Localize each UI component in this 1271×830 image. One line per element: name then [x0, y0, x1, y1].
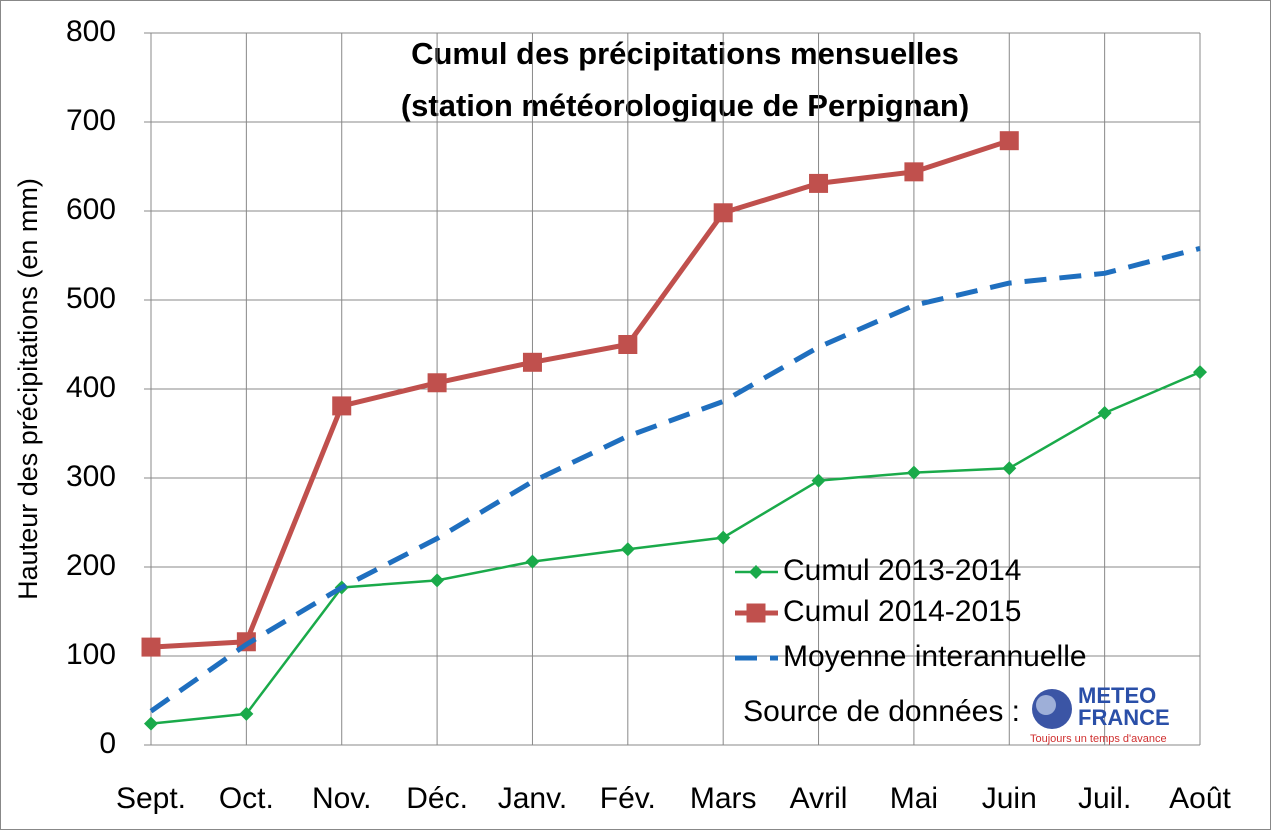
chart-title: Cumul des précipitations mensuelles — [411, 36, 959, 71]
x-tick-label: Déc. — [406, 782, 468, 815]
marker — [1097, 406, 1112, 421]
marker — [904, 162, 924, 182]
y-tick-label: 300 — [66, 460, 116, 493]
marker — [749, 565, 763, 579]
x-tick-label: Mai — [890, 782, 938, 815]
marker — [1002, 461, 1017, 476]
y-tick-label: 0 — [99, 727, 116, 760]
source-text: Source de données : — [743, 695, 1020, 728]
series-line — [149, 245, 1201, 714]
logo-text: FRANCE — [1078, 705, 1170, 730]
y-tick-label: 200 — [66, 549, 116, 582]
marker — [1193, 365, 1207, 380]
legend: Cumul 2013-2014 Cumul 2014-2015 Moyenne in… — [735, 554, 1087, 673]
marker — [999, 131, 1019, 151]
y-tick-label: 600 — [66, 193, 116, 226]
x-tick-label: Mars — [690, 782, 757, 815]
x-tick-label: Sept. — [116, 782, 186, 815]
y-tick-label: 700 — [66, 104, 116, 137]
x-tick-label: Oct. — [219, 782, 274, 815]
x-tick-label: Juil. — [1078, 782, 1131, 815]
chart-title: (station météorologique de Perpignan) — [401, 88, 969, 123]
logo-text: METEO — [1078, 683, 1156, 708]
marker — [141, 637, 161, 657]
marker — [522, 352, 542, 372]
marker — [239, 706, 254, 721]
x-tick-label: Fév. — [600, 782, 656, 815]
x-tick-label: Août — [1169, 782, 1231, 815]
marker — [332, 396, 352, 416]
marker — [430, 573, 445, 588]
y-tick-label: 500 — [66, 282, 116, 315]
marker — [618, 335, 638, 354]
marker — [525, 554, 540, 569]
marker — [716, 530, 731, 545]
logo-shine — [1036, 695, 1056, 715]
legend-label: Cumul 2013-2014 — [783, 554, 1022, 587]
x-tick-label: Juin — [982, 782, 1037, 815]
marker — [906, 465, 921, 480]
legend-label: Moyenne interannuelle — [783, 640, 1087, 673]
marker — [620, 542, 635, 557]
marker — [713, 203, 733, 223]
logo-tagline: Toujours un temps d'avance — [1030, 733, 1167, 745]
logo: METEO FRANCE Toujours un temps d'avance — [1030, 683, 1170, 745]
marker — [746, 603, 766, 623]
marker — [811, 473, 826, 488]
series-line — [150, 138, 1011, 650]
y-tick-label: 800 — [66, 15, 116, 48]
marker — [427, 373, 447, 393]
x-tick-label: Nov. — [312, 782, 371, 815]
marker — [144, 716, 158, 731]
series-line — [150, 370, 1201, 725]
marker — [809, 173, 829, 193]
y-tick-label: 100 — [66, 638, 116, 671]
y-axis-title: Hauteur des précipitations (en mm) — [13, 178, 43, 600]
legend-label: Cumul 2014-2015 — [783, 595, 1022, 628]
x-tick-label: Avril — [790, 782, 848, 815]
x-tick-label: Janv. — [498, 782, 567, 815]
y-tick-label: 400 — [66, 371, 116, 404]
